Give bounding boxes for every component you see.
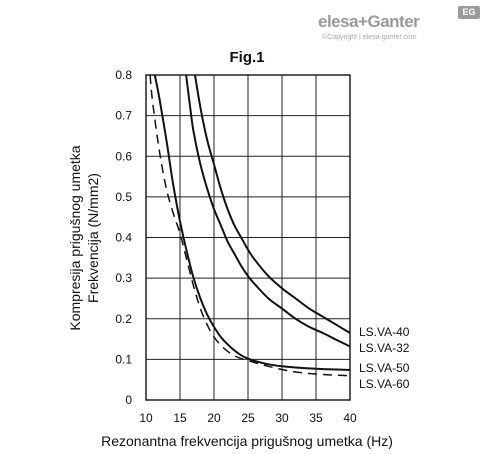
y-tick-label: 0.3 [115,271,132,285]
x-tick-label: 10 [139,411,153,425]
y-tick-label: 0.1 [115,352,132,366]
x-tick-label: 25 [241,411,255,425]
series-label: LS.VA-60 [359,377,410,391]
series-line-ls-va-60 [149,74,351,377]
chart-title: Fig.1 [229,49,264,66]
series-group [149,74,351,377]
brand-logo: elesa+Ganter EG ©Copyright | elesa-gante… [318,6,484,46]
x-axis-label: Rezonantna frekvencija prigušnog umetka … [101,433,393,449]
x-tick-label: 40 [343,411,357,425]
series-label: LS.VA-32 [359,341,410,355]
x-tick-label: 35 [309,411,323,425]
series-line-ls-va-40 [194,74,351,334]
series-line-ls-va-50 [153,74,351,371]
series-label: LS.VA-40 [359,325,410,339]
series-label: LS.VA-50 [359,361,410,375]
y-tick-labels: 0 0.1 0.2 0.3 0.4 0.5 0.6 0.7 0.8 [115,68,132,407]
brand-badge: EG [458,6,480,19]
grid [145,74,351,401]
y-tick-label: 0.6 [115,149,132,163]
x-tick-label: 15 [173,411,187,425]
y-axis-label-group: Kompresija prigušnog umetka Frekvencija … [67,145,101,330]
x-tick-label: 20 [207,411,221,425]
y-tick-label: 0.8 [115,68,132,82]
x-tick-label: 30 [275,411,289,425]
brand-name: elesa+Ganter [318,12,420,31]
y-axis-label-line-2: Frekvencija (N/mm2) [85,173,101,303]
y-tick-label: 0 [125,393,132,407]
y-tick-label: 0.2 [115,312,132,326]
y-tick-label: 0.4 [115,231,132,245]
y-tick-label: 0.7 [115,109,132,123]
series-labels: LS.VA-40 LS.VA-32 LS.VA-50 LS.VA-60 [359,325,410,391]
series-line-ls-va-32 [185,74,351,348]
y-axis-label-line-1: Kompresija prigušnog umetka [67,145,83,330]
plot-frame [145,74,351,401]
x-tick-labels: 10 15 20 25 30 35 40 [139,411,357,425]
y-tick-label: 0.5 [115,190,132,204]
copyright-text: ©Copyright | elesa-ganter.com [322,34,417,41]
